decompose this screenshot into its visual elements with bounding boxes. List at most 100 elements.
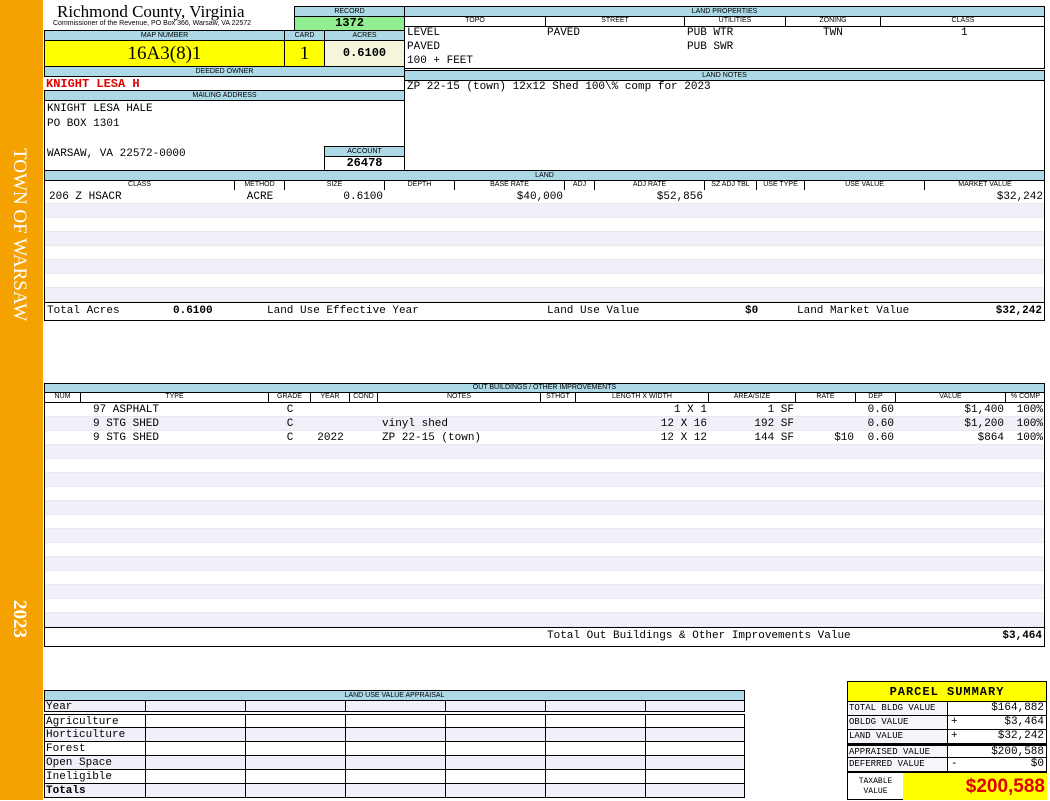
- land-use-label: Horticulture: [46, 729, 126, 741]
- page-subtitle: Commissioner of the Revenue, PO Box 366,…: [53, 20, 252, 27]
- land-use-row: Forest: [44, 742, 745, 756]
- column-header: MARKET VALUE: [958, 181, 1012, 188]
- land-use-cell: [545, 756, 645, 769]
- table-row: [45, 288, 1044, 302]
- table-row: [45, 473, 1044, 487]
- year-label: 2023: [9, 600, 30, 638]
- town-label: TOWN OF WARSAW: [9, 148, 30, 322]
- table-row: [45, 515, 1044, 529]
- address-line: KNIGHT LESA HALE: [47, 103, 153, 115]
- table-row: [45, 445, 1044, 459]
- summary-sign: +: [951, 716, 958, 728]
- table-cell: $1,400: [964, 404, 1004, 416]
- column-header: BASE RATE: [455, 180, 565, 190]
- summary-row: DEFERRED VALUE - $0: [848, 758, 1046, 772]
- account-number: 26478: [324, 156, 405, 171]
- land-use-cell: [545, 715, 645, 727]
- column-header: USE TYPE: [757, 180, 805, 190]
- land-use-cell: [545, 770, 645, 783]
- column-header: CLASS: [45, 180, 235, 190]
- zoning-value: TWN: [823, 27, 843, 39]
- land-use-label: Ineligible: [46, 771, 113, 783]
- column-header: DEP: [856, 392, 896, 402]
- land-use-cell: [245, 784, 345, 797]
- table-row: [45, 543, 1044, 557]
- table-cell: 192 SF: [754, 418, 794, 430]
- land-notes-label: LAND NOTES: [404, 70, 1045, 81]
- land-use-cell: [345, 770, 445, 783]
- column-header: SIZE: [285, 180, 385, 190]
- address-line: PO BOX 1301: [47, 118, 120, 130]
- table-cell: 100%: [1016, 404, 1043, 416]
- table-row: [45, 501, 1044, 515]
- table-cell: $52,856: [656, 191, 703, 203]
- land-use-cell: [545, 742, 645, 755]
- table-cell: $32,242: [996, 191, 1043, 203]
- land-totals: Total Acres 0.6100 Land Use Effective Ye…: [44, 302, 1045, 321]
- table-cell: 12 X 12: [660, 432, 707, 444]
- column-header: RATE: [796, 392, 856, 402]
- table-row: 206 Z HSACR ACRE 0.6100 $40,000 $52,856 $32,2…: [45, 190, 1044, 204]
- column-header: YEAR: [311, 392, 350, 402]
- land-use-table: Year Agriculture Horticulture Forest Open Sp…: [44, 700, 745, 800]
- table-cell: vinyl shed: [382, 418, 449, 430]
- table-cell: 1 X 1: [673, 404, 707, 416]
- column-header: NOTES: [378, 392, 541, 402]
- outbuildings-header: NUM TYPE GRADE YEAR COND NOTES STHGT LENGTH X W…: [44, 392, 1045, 403]
- land-use-cell: [445, 728, 545, 741]
- col-zoning: ZONING: [786, 16, 881, 26]
- parcel-summary: PARCEL SUMMARY TOTAL BLDG VALUE $164,882 O…: [847, 681, 1047, 800]
- land-properties-values: LEVEL PAVED 100 + FEET PAVED PUB WTR PUB SW…: [404, 26, 1045, 69]
- effective-year-label: Land Use Effective Year: [267, 305, 419, 317]
- table-row: [45, 459, 1044, 473]
- land-use-cell: [445, 784, 545, 797]
- outbuildings-total: Total Out Buildings & Other Improvements…: [44, 627, 1045, 647]
- land-use-row: Totals: [44, 784, 745, 798]
- summary-value: $164,882: [991, 702, 1044, 714]
- table-row: [45, 585, 1044, 599]
- land-market-value-label: Land Market Value: [797, 305, 910, 317]
- deeded-owner-label: DEEDED OWNER: [44, 66, 405, 77]
- table-cell: $864: [977, 432, 1004, 444]
- table-cell: 206 Z HSACR: [49, 191, 122, 203]
- land-use-cell: [645, 728, 745, 741]
- land-use-cell: [345, 701, 445, 711]
- land-use-cell: [445, 770, 545, 783]
- col-class: CLASS: [951, 17, 975, 24]
- table-cell: 1 SF: [767, 404, 794, 416]
- column-header: GRADE: [269, 392, 311, 402]
- summary-value: $32,242: [997, 730, 1044, 742]
- column-header: SZ ADJ TBL: [705, 180, 757, 190]
- summary-sign: -: [951, 758, 958, 770]
- summary-label: LAND VALUE: [849, 730, 948, 743]
- land-use-row: Horticulture: [44, 728, 745, 742]
- land-use-cell: [245, 742, 345, 755]
- land-use-cell: [245, 770, 345, 783]
- column-header: TYPE: [81, 392, 269, 402]
- table-row: [45, 557, 1044, 571]
- table-row: [45, 218, 1044, 232]
- topo-value: LEVEL: [407, 27, 441, 39]
- topo-value: PAVED: [407, 41, 441, 53]
- land-use-label: Year: [46, 701, 73, 713]
- summary-value: $0: [1030, 758, 1044, 770]
- land-use-cell: [145, 784, 245, 797]
- summary-sign: +: [951, 730, 958, 742]
- table-cell: 0.60: [867, 418, 894, 430]
- table-cell: 0.6100: [343, 191, 383, 203]
- table-cell: 9 STG SHED: [93, 418, 160, 430]
- utilities-value: PUB SWR: [687, 41, 734, 53]
- land-use-cell: [445, 701, 545, 711]
- land-use-cell: [545, 728, 645, 741]
- land-use-label: Agriculture: [46, 716, 119, 728]
- land-use-cell: [145, 770, 245, 783]
- land-use-cell: [445, 742, 545, 755]
- land-use-cell: [145, 701, 245, 711]
- class-value: 1: [961, 27, 968, 39]
- land-use-row: Ineligible: [44, 770, 745, 784]
- column-header: LENGTH X WIDTH: [576, 392, 709, 402]
- col-utilities: UTILITIES: [685, 16, 786, 26]
- deeded-owner: KNIGHT LESA H: [46, 77, 140, 91]
- taxable-value: $200,588: [903, 771, 1047, 800]
